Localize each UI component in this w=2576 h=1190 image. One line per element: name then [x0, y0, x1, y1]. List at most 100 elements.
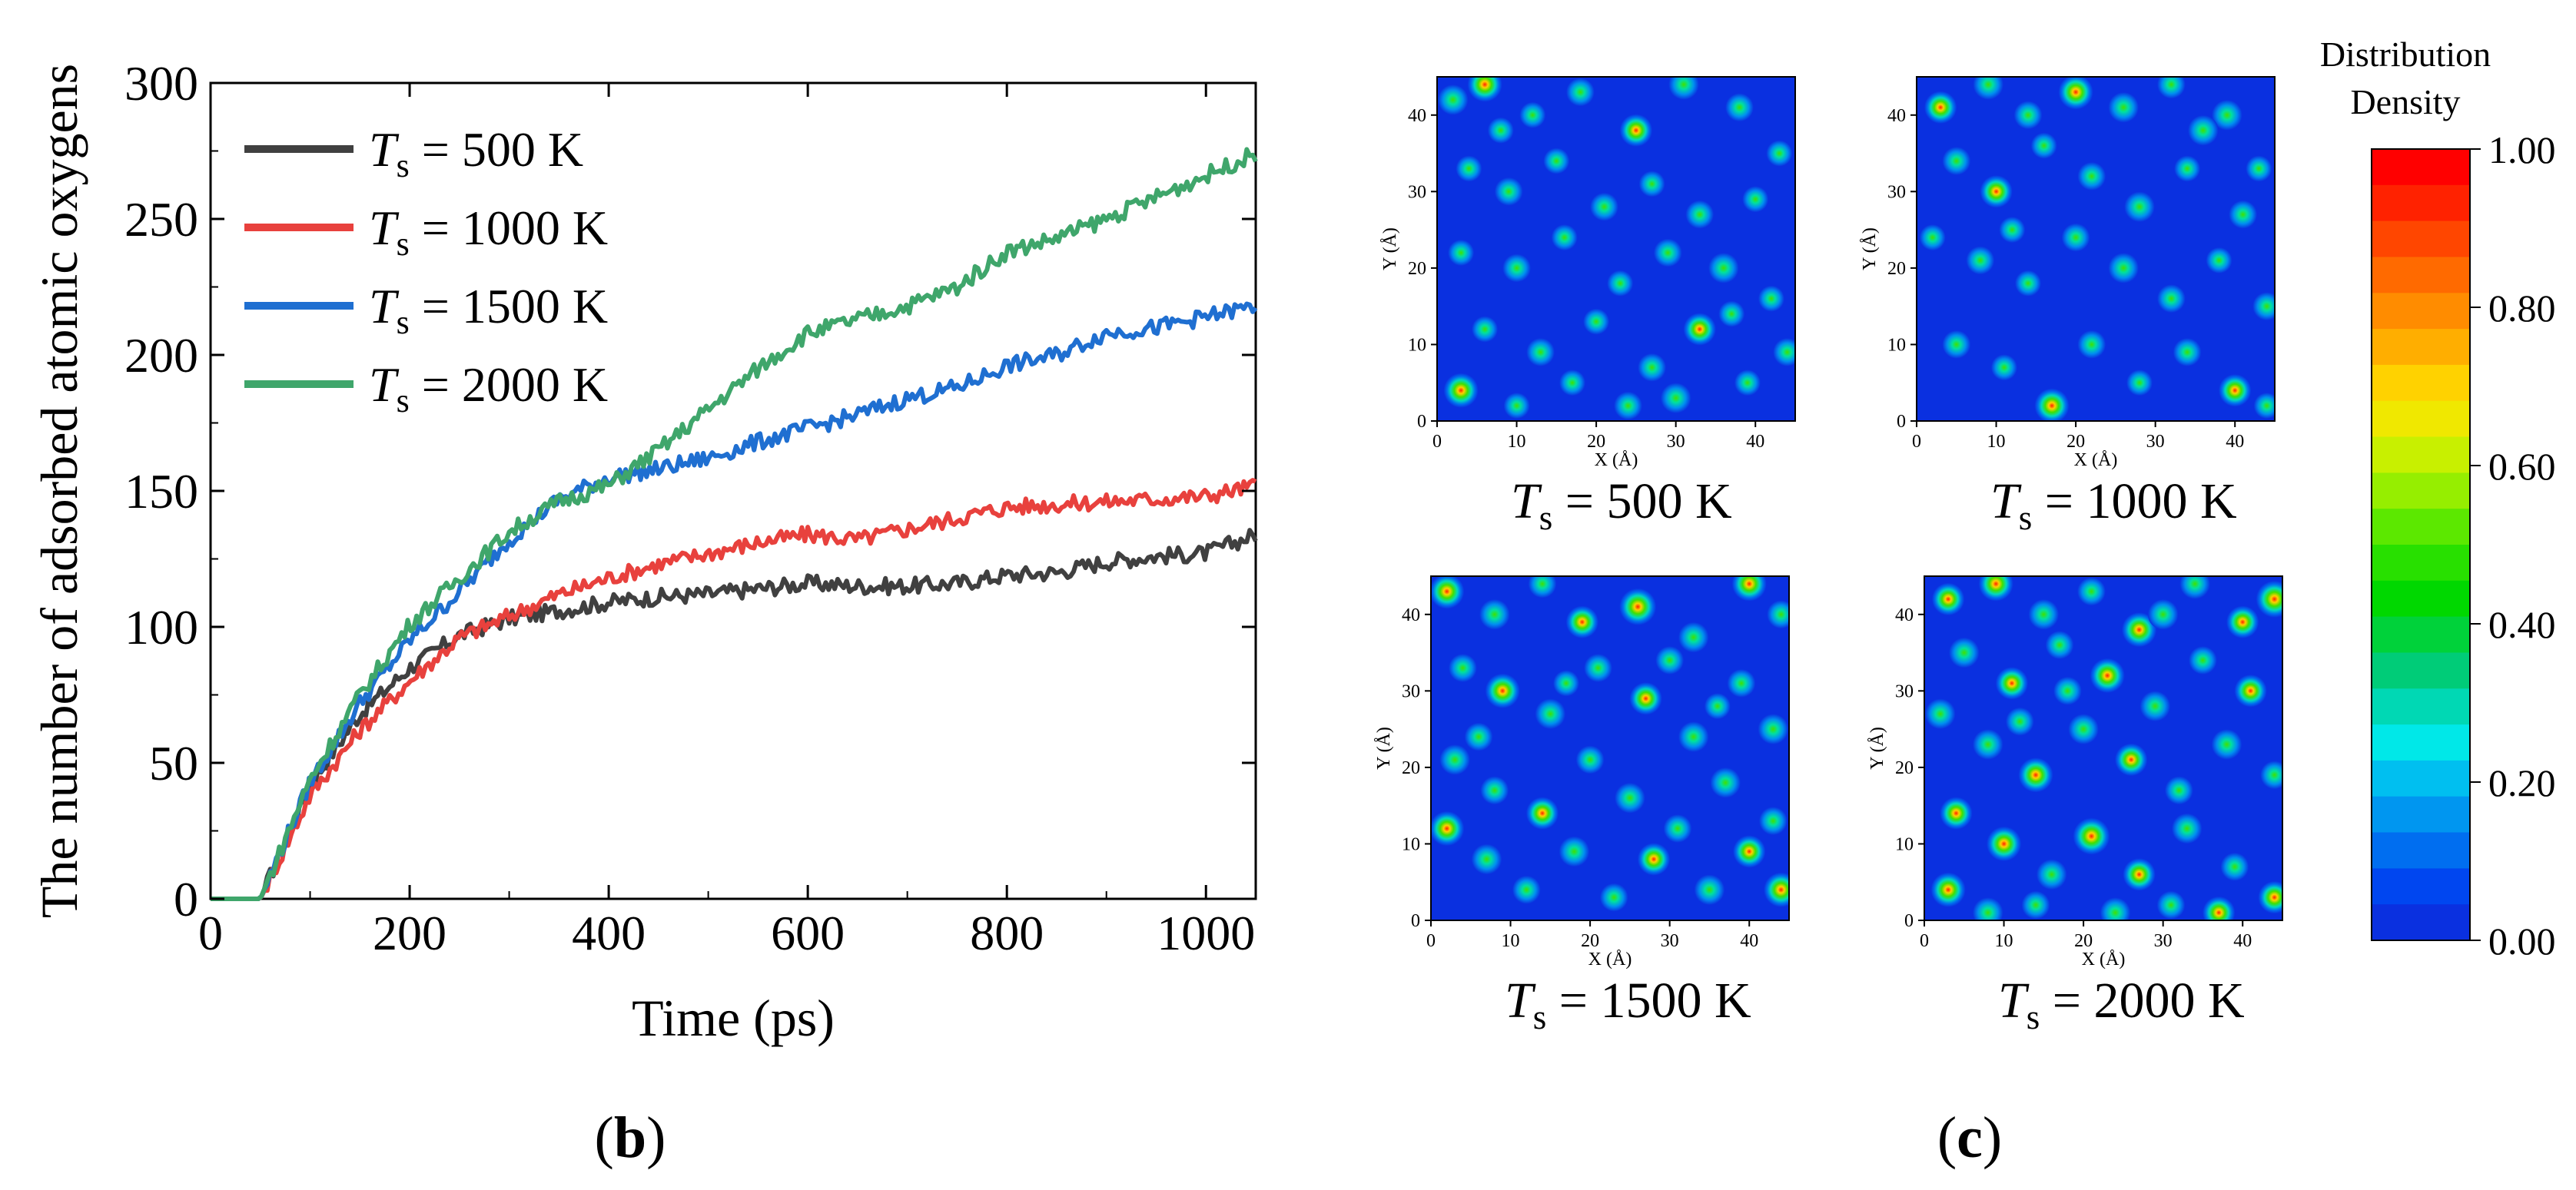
density-spot	[2188, 114, 2219, 146]
colorbar-segment	[2372, 329, 2470, 366]
map-frame	[1436, 76, 1796, 422]
density-spot	[1494, 177, 1523, 206]
density-spot	[1551, 224, 1578, 251]
density-spot	[1525, 797, 1559, 830]
density-spot	[1931, 582, 1965, 616]
density-spot	[1725, 93, 1754, 122]
density-spot	[2058, 77, 2093, 110]
map-y-tick-label: 20	[1887, 259, 1906, 279]
density-spot	[2206, 247, 2232, 273]
density-spot	[1973, 77, 2003, 100]
density-spot	[1528, 576, 1557, 598]
density-spot	[1599, 883, 1628, 912]
x-tick-label: 800	[970, 906, 1044, 960]
density-spot	[2219, 374, 2252, 407]
map-title-3: Ts = 1500 K	[1505, 973, 1751, 1036]
map-y-tick-label: 0	[1417, 412, 1426, 432]
x-axis-label: Time (ps)	[632, 989, 835, 1047]
colorbar-segment	[2372, 293, 2470, 330]
density-spot	[1660, 383, 1691, 413]
density-spot	[2077, 577, 2106, 606]
legend-entry-0: Ts = 500 K	[369, 122, 583, 184]
density-spot	[1758, 285, 1784, 312]
density-spot	[1485, 673, 1520, 708]
map-title-1-subscript: s	[1539, 499, 1553, 537]
colorbar-segment	[2372, 545, 2470, 582]
density-map-3: 00 10 10 20 20 30 30 40 40 X (Å) Y (Å) Ts = 1500 K	[1374, 575, 1790, 1036]
density-spot	[1431, 576, 1465, 609]
density-spot	[2053, 676, 2082, 705]
density-spot	[2100, 897, 2131, 920]
density-spot	[1619, 114, 1653, 147]
density-spot	[1607, 270, 1634, 297]
panel-letter-b: b	[614, 1105, 646, 1170]
map-title-4-text: = 2000 K	[2040, 973, 2244, 1029]
x-tick-label: 0	[198, 906, 223, 960]
density-spot	[1583, 308, 1610, 335]
density-spot	[2258, 880, 2282, 914]
map-x-tick-label: 20	[1587, 432, 1605, 452]
density-spot	[1456, 155, 1482, 182]
x-tick-label: 200	[373, 906, 446, 960]
colorbar-segment	[2372, 760, 2470, 797]
map-x-tick-label: 40	[2226, 432, 2244, 452]
legend-entry-2-text: = 1500 K	[410, 279, 608, 333]
map-y-axis-label: Y (Å)	[1860, 227, 1880, 270]
map-x-tick-label: 20	[1581, 931, 1599, 951]
density-spot	[1619, 588, 1657, 625]
panel-label-c: (c)	[1937, 1105, 2002, 1170]
legend-entry-3-text: = 2000 K	[410, 357, 608, 412]
x-tick-label: 400	[572, 906, 646, 960]
density-spot	[2179, 576, 2210, 599]
y-tick-label: 250	[124, 192, 198, 247]
map-title-4-subscript: s	[2027, 998, 2040, 1036]
density-spot	[1471, 844, 1502, 875]
x-tick-label: 1000	[1157, 906, 1255, 960]
map-y-tick-label: 10	[1402, 834, 1420, 854]
map-y-tick-label: 40	[1887, 106, 1906, 126]
density-spot	[1629, 682, 1662, 715]
density-spot	[1565, 605, 1598, 638]
density-spot	[1980, 175, 2013, 208]
colorbar-segment	[2372, 257, 2470, 293]
density-spot	[1990, 354, 2017, 381]
density-spot	[2108, 253, 2139, 283]
density-spot	[1449, 654, 1477, 682]
map-x-tick-label: 10	[1502, 931, 1520, 951]
legend-entry-1-symbol: T	[369, 201, 400, 255]
map-y-axis-label: Y (Å)	[1380, 227, 1400, 270]
series-line-3	[211, 147, 1258, 901]
panel-label-b: (b)	[595, 1105, 666, 1170]
density-spot	[1655, 646, 1685, 675]
legend-entry-2-symbol: T	[369, 279, 400, 333]
map-title-3-subscript: s	[1533, 998, 1547, 1036]
map-frame	[1924, 575, 2283, 921]
legend-entry-1-text: = 1000 K	[410, 201, 608, 255]
density-spot	[1742, 186, 1769, 213]
legend-entry-3-symbol: T	[369, 357, 400, 412]
colorbar-segment	[2372, 580, 2470, 618]
density-spot	[1448, 240, 1475, 266]
map-y-tick-label: 0	[1897, 412, 1906, 432]
colorbar-tick-label: 0.20	[2488, 761, 2556, 804]
map-title-2: Ts = 1000 K	[1990, 473, 2237, 537]
density-spot	[1559, 836, 1590, 867]
density-spot	[2021, 890, 2050, 920]
colorbar-frame	[2371, 148, 2471, 941]
density-spot	[2123, 858, 2156, 891]
density-spot	[1487, 117, 1514, 144]
map-x-tick-label: 0	[1920, 931, 1929, 951]
colorbar-segment	[2372, 436, 2470, 473]
density-spot	[1727, 669, 1756, 698]
density-spot	[1663, 814, 1692, 843]
colorbar-tick-label: 0.80	[2488, 287, 2556, 330]
map-x-axis-label: X (Å)	[2082, 950, 2126, 970]
map-y-tick-label: 10	[1895, 834, 1914, 854]
y-tick-label: 100	[124, 600, 198, 655]
legend-entry-0-text: = 500 K	[410, 122, 583, 177]
density-spot	[2013, 101, 2043, 130]
density-spot	[2090, 658, 2125, 694]
map-title-2-text: = 1000 K	[2032, 473, 2236, 529]
map-y-tick-label: 20	[1408, 259, 1426, 279]
density-spot	[2256, 580, 2282, 618]
